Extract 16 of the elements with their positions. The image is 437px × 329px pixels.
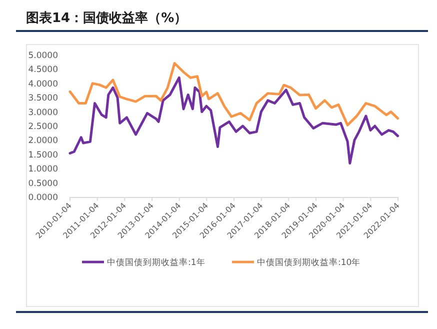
y-tick-label: 2.0000 bbox=[28, 136, 58, 146]
legend-label: 中债国债到期收益率:10年 bbox=[257, 257, 361, 268]
y-tick-label: 3.5000 bbox=[28, 94, 58, 104]
chart-title: 图表14：国债收益率（%） bbox=[26, 10, 188, 26]
y-tick-label: 5.0000 bbox=[28, 51, 58, 61]
y-tick-label: 1.0000 bbox=[28, 164, 58, 175]
line-series bbox=[68, 62, 400, 126]
y-tick-label: 3.0000 bbox=[28, 108, 58, 118]
y-tick-label: 0.0000 bbox=[28, 193, 58, 203]
y-tick-label: 4.5000 bbox=[28, 65, 58, 76]
y-tick-label: 0.5000 bbox=[28, 178, 58, 189]
legend-label: 中债国债到期收益率:1年 bbox=[107, 257, 206, 268]
y-tick-label: 4.0000 bbox=[28, 79, 58, 90]
y-tick-label: 1.5000 bbox=[28, 150, 58, 160]
y-tick-label: 2.5000 bbox=[28, 122, 58, 132]
line-series bbox=[68, 76, 400, 164]
